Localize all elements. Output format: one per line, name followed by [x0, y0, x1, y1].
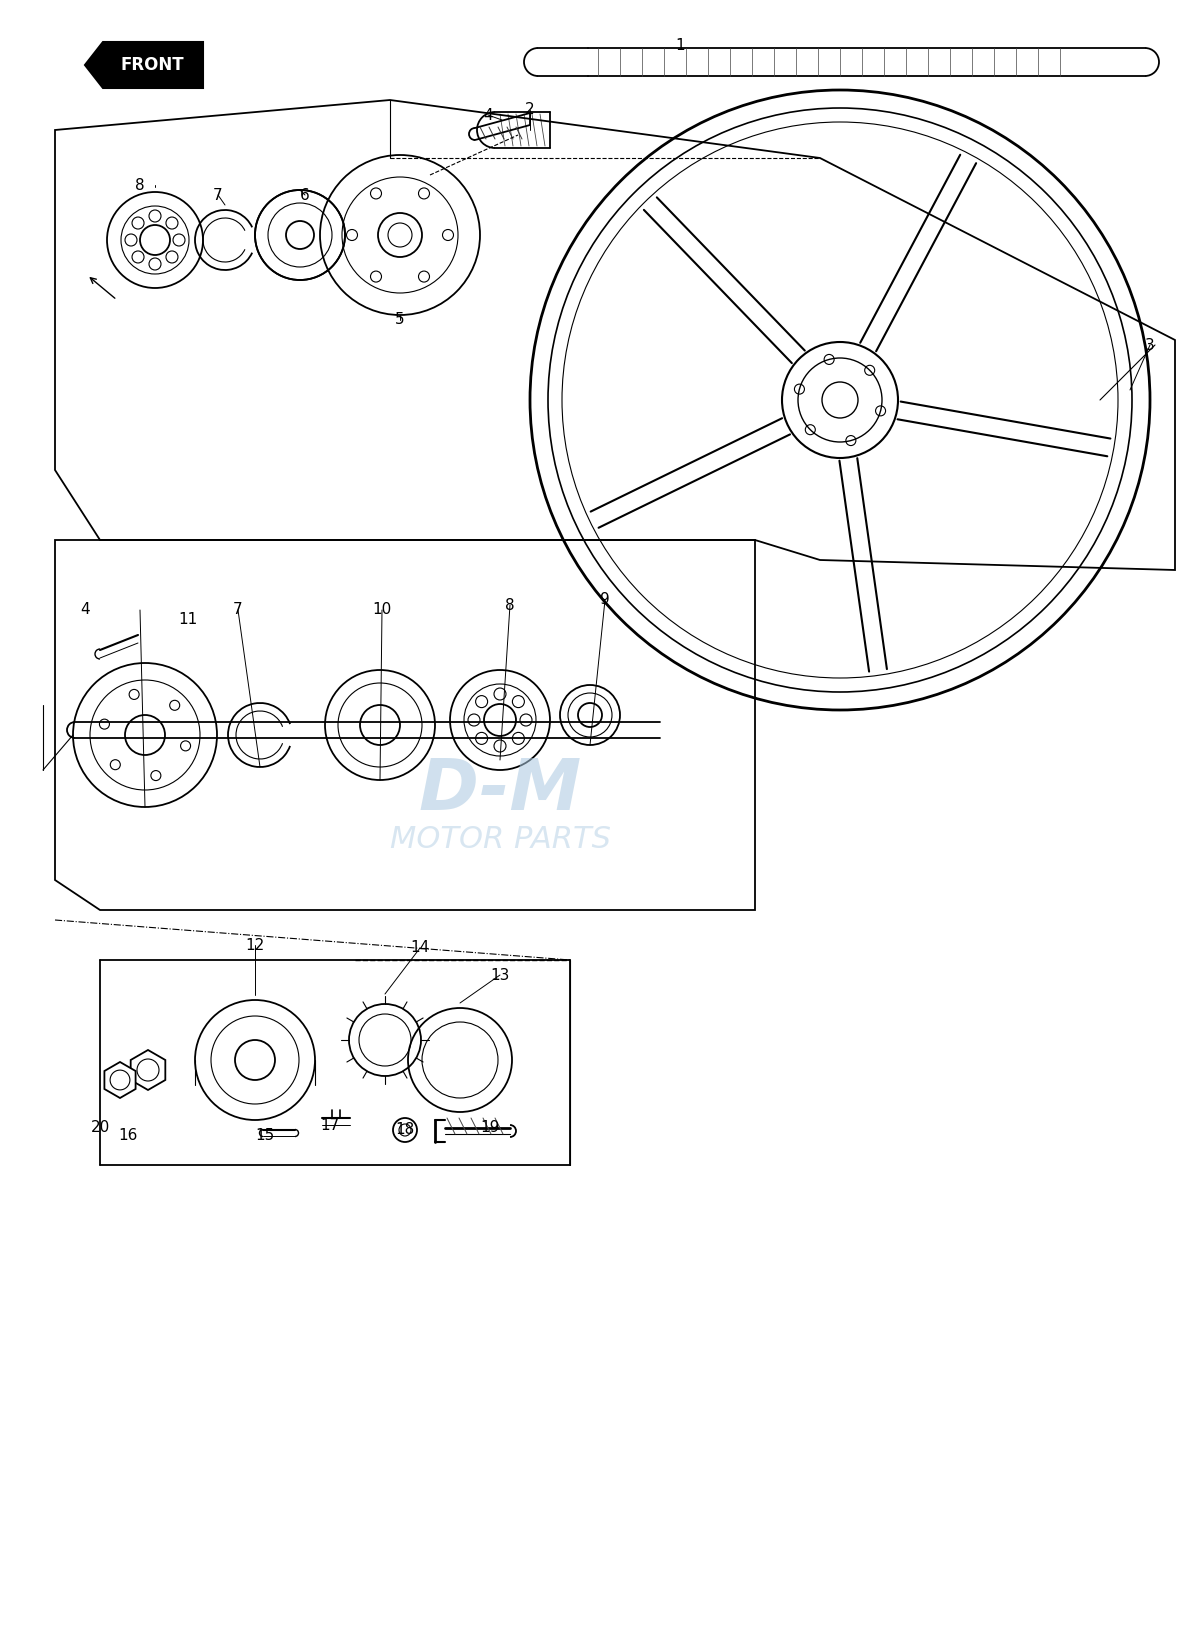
Polygon shape: [131, 1050, 165, 1090]
Text: FRONT: FRONT: [120, 56, 184, 74]
Text: 10: 10: [372, 602, 391, 617]
Text: 16: 16: [118, 1127, 137, 1142]
Text: 6: 6: [300, 187, 309, 202]
Text: 1: 1: [675, 38, 685, 53]
Text: 8: 8: [506, 597, 515, 612]
Text: 17: 17: [320, 1118, 340, 1132]
Text: 5: 5: [395, 312, 405, 328]
Text: 15: 15: [255, 1127, 275, 1142]
Text: 9: 9: [600, 592, 610, 607]
Polygon shape: [85, 43, 203, 89]
Text: 18: 18: [395, 1122, 414, 1137]
Text: 4: 4: [81, 602, 90, 617]
Text: 20: 20: [90, 1121, 110, 1136]
Text: 19: 19: [480, 1121, 500, 1136]
Text: 14: 14: [411, 940, 430, 955]
Text: MOTOR PARTS: MOTOR PARTS: [390, 825, 610, 855]
Text: 8: 8: [135, 177, 144, 192]
Text: 7: 7: [213, 187, 223, 202]
Polygon shape: [105, 1062, 136, 1098]
Text: 12: 12: [246, 937, 265, 952]
Text: 3: 3: [1145, 338, 1155, 353]
Text: D-M: D-M: [418, 755, 582, 824]
Text: 13: 13: [490, 968, 509, 983]
Text: 11: 11: [178, 612, 197, 627]
Text: 2: 2: [525, 102, 535, 118]
Text: 4: 4: [483, 108, 492, 123]
Text: 7: 7: [234, 602, 243, 617]
